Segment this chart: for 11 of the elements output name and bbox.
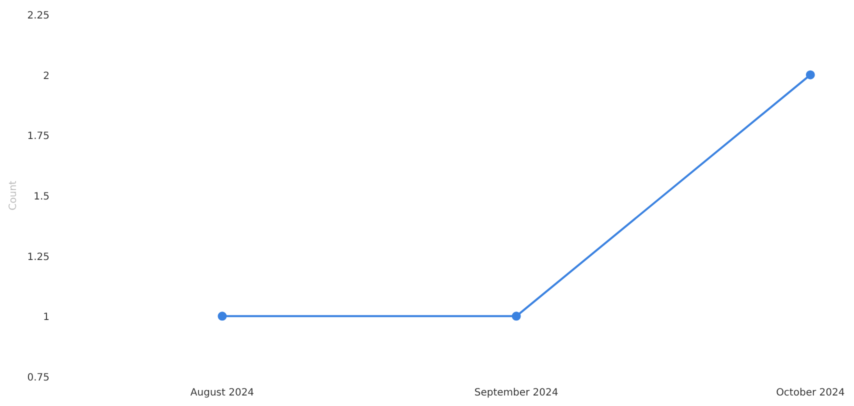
y-tick-label: 2: [43, 70, 50, 82]
x-tick-label: October 2024: [776, 388, 845, 398]
y-tick-label: 0.75: [27, 372, 50, 384]
x-tick-label: September 2024: [474, 388, 558, 398]
x-tick-label: August 2024: [190, 388, 254, 398]
y-tick-label: 1: [43, 312, 50, 324]
y-tick-label: 1.75: [27, 131, 50, 142]
y-tick-label: 1.25: [27, 252, 50, 263]
y-tick-label: 1.5: [34, 192, 50, 202]
y-axis-title: Count: [8, 180, 20, 210]
y-tick-label: 2.25: [27, 10, 50, 22]
